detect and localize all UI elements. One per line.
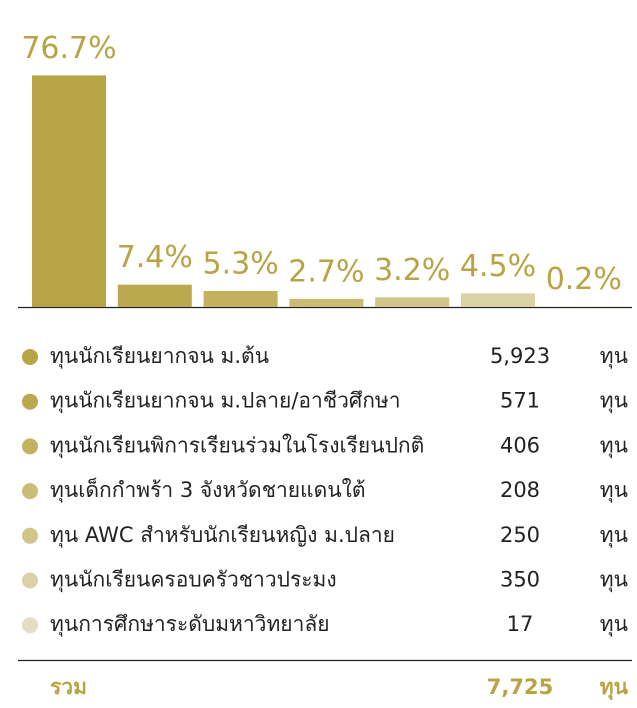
value-label: 2.7% bbox=[288, 254, 364, 289]
bar bbox=[461, 293, 535, 307]
legend-dot bbox=[22, 527, 38, 544]
row-name: ทุนนักเรียนยากจน ม.ปลาย/อาชีวศึกษา bbox=[50, 389, 401, 414]
value-label: 3.2% bbox=[374, 253, 450, 288]
row-unit: ทุน bbox=[600, 433, 628, 458]
row-name: ทุนการศึกษาระดับมหาวิทยาลัย bbox=[50, 612, 330, 637]
row-name: ทุน AWC สำหรับนักเรียนหญิง ม.ปลาย bbox=[50, 523, 395, 548]
row-count: 17 bbox=[507, 612, 534, 636]
bar bbox=[32, 75, 106, 307]
total-label: รวม bbox=[50, 675, 87, 699]
bar bbox=[117, 284, 192, 307]
total-unit: ทุน bbox=[600, 675, 629, 701]
legend-dot bbox=[22, 438, 38, 455]
legend-dot bbox=[22, 572, 38, 589]
row-unit: ทุน bbox=[600, 568, 628, 593]
row-unit: ทุน bbox=[600, 478, 628, 503]
value-label: 7.4% bbox=[117, 240, 193, 275]
row-unit: ทุน bbox=[600, 389, 628, 414]
row-unit: ทุน bbox=[600, 344, 628, 369]
legend-dot bbox=[22, 349, 38, 365]
row-name: ทุนนักเรียนพิการเรียนร่วมในโรงเรียนปกติ bbox=[50, 433, 424, 458]
row-count: 350 bbox=[500, 568, 540, 592]
value-label: 0.2% bbox=[546, 262, 622, 297]
total-count: 7,725 bbox=[487, 675, 553, 699]
row-count: 5,923 bbox=[490, 344, 550, 368]
row-count: 250 bbox=[500, 523, 540, 547]
legend-dot bbox=[22, 617, 38, 634]
legend-dot bbox=[22, 483, 38, 500]
bar bbox=[289, 298, 364, 307]
bar bbox=[546, 306, 621, 307]
row-name: ทุนนักเรียนครอบครัวชาวประมง bbox=[50, 568, 337, 593]
row-count: 571 bbox=[500, 389, 540, 413]
row-count: 208 bbox=[500, 478, 540, 502]
row-count: 406 bbox=[500, 433, 540, 457]
legend-dot bbox=[22, 393, 38, 410]
bar bbox=[203, 290, 278, 307]
value-label: 5.3% bbox=[202, 246, 278, 281]
row-name: ทุนเด็กกำพร้า 3 จังหวัดชายแดนใต้ bbox=[50, 476, 365, 503]
bar bbox=[375, 297, 450, 307]
row-unit: ทุน bbox=[600, 523, 628, 548]
row-name: ทุนนักเรียนยากจน ม.ต้น bbox=[50, 344, 269, 369]
value-label: 76.7% bbox=[21, 31, 116, 66]
value-label: 4.5% bbox=[460, 249, 536, 284]
row-unit: ทุน bbox=[600, 612, 628, 637]
